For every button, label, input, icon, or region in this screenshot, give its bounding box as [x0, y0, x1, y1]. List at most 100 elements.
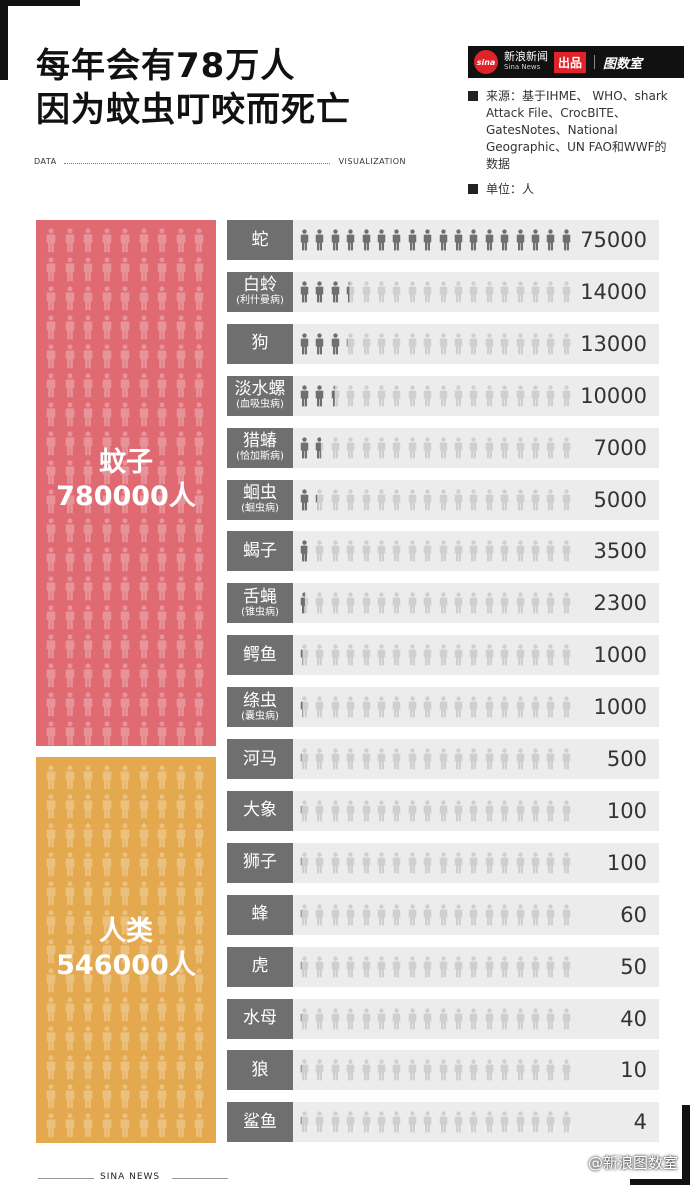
person-icon	[561, 1059, 572, 1085]
person-icon	[98, 852, 117, 881]
animal-name: 蛇	[227, 220, 293, 260]
person-icon	[116, 1026, 135, 1055]
person-icon	[407, 333, 418, 359]
animal-name: 绦虫 (囊虫病)	[227, 687, 293, 728]
person-icon	[530, 385, 541, 411]
animal-row: 白蛉 (利什曼病) 14000	[227, 271, 659, 312]
person-icon	[61, 765, 80, 794]
animal-name-disease: (恰加斯病)	[236, 451, 284, 463]
person-icon	[79, 765, 98, 794]
person-icon	[515, 800, 526, 826]
animal-row: 狮子 100	[227, 842, 659, 883]
person-icon	[116, 460, 135, 489]
person-icon	[190, 228, 209, 257]
person-icon	[330, 696, 341, 722]
person-icon	[345, 904, 356, 930]
person-icon	[135, 315, 154, 344]
person-icon	[345, 488, 356, 515]
person-icon	[453, 696, 464, 722]
person-icon	[438, 1111, 449, 1137]
person-icon	[345, 800, 356, 826]
tagline-right: VISUALIZATION	[338, 157, 406, 166]
person-icon	[172, 823, 191, 852]
mosquito-highlight-box: 蚊子 780000人	[36, 220, 216, 746]
person-icon	[98, 939, 117, 968]
animal-row: 大象 100	[227, 790, 659, 831]
person-icon	[61, 910, 80, 939]
person-icon	[314, 385, 325, 411]
person-icon	[361, 1059, 372, 1085]
person-icon	[135, 228, 154, 257]
person-icon	[314, 904, 325, 930]
person-icon	[79, 1055, 98, 1084]
animal-row: 蝎子 3500	[227, 531, 659, 572]
person-icon	[42, 344, 61, 373]
person-icon	[153, 823, 172, 852]
person-icon	[515, 229, 526, 255]
person-icon	[135, 257, 154, 286]
person-icon	[299, 229, 310, 255]
person-icon	[135, 431, 154, 460]
death-count-label: 100	[606, 850, 647, 875]
person-icon	[98, 881, 117, 910]
person-icon	[345, 229, 356, 255]
animal-row: 绦虫 (囊虫病) 1000	[227, 687, 659, 728]
tagline-left: DATA	[34, 157, 57, 166]
person-icon	[453, 592, 464, 618]
person-icon	[361, 540, 372, 566]
person-icon	[376, 1059, 387, 1085]
person-icon	[468, 955, 479, 982]
death-count-label: 14000	[580, 279, 647, 304]
animal-name: 蛔虫 (蛔虫病)	[227, 479, 293, 520]
animal-name-main: 绦虫	[243, 690, 277, 711]
person-icon	[330, 281, 341, 307]
person-icon	[172, 373, 191, 402]
death-count-label: 1000	[593, 695, 647, 720]
person-icon	[391, 1059, 402, 1085]
person-icon	[98, 286, 117, 315]
person-icon	[61, 431, 80, 460]
mosquito-people-grid	[42, 228, 212, 746]
person-icon	[407, 800, 418, 826]
person-icon	[61, 1113, 80, 1142]
person-icon	[172, 257, 191, 286]
publisher-name-en: Sina News	[504, 63, 541, 71]
person-icon	[79, 910, 98, 939]
person-icon	[79, 794, 98, 823]
person-icon	[345, 644, 356, 670]
person-icon	[61, 315, 80, 344]
person-icon	[314, 592, 325, 618]
animal-name: 大象	[227, 790, 293, 831]
person-icon	[79, 1113, 98, 1142]
source-text: 来源：基于IHME、 WHO、shark Attack File、CrocBIT…	[486, 89, 668, 171]
person-icon	[190, 852, 209, 881]
person-icon	[314, 955, 325, 982]
person-icon	[438, 800, 449, 826]
person-icon	[61, 373, 80, 402]
person-icon	[453, 904, 464, 930]
person-icon	[190, 1026, 209, 1055]
person-icon	[116, 663, 135, 692]
person-icon	[530, 1007, 541, 1034]
person-icon	[135, 692, 154, 721]
person-icon	[135, 823, 154, 852]
person-icon	[79, 692, 98, 721]
person-icon	[61, 663, 80, 692]
person-icon	[42, 968, 61, 997]
person-icon	[190, 968, 209, 997]
person-icon	[98, 547, 117, 576]
person-icon	[172, 852, 191, 881]
person-icon	[190, 576, 209, 605]
person-icon	[79, 402, 98, 431]
animal-name-main: 狮子	[243, 852, 277, 873]
person-icon	[561, 229, 572, 255]
death-count-label: 10	[620, 1058, 647, 1083]
person-icon	[391, 592, 402, 618]
person-icon	[299, 333, 310, 359]
person-icon	[422, 852, 433, 878]
person-icon	[545, 1007, 556, 1034]
person-icon	[79, 881, 98, 910]
person-icon	[79, 721, 98, 746]
person-icon	[98, 721, 117, 746]
person-icon	[438, 592, 449, 618]
